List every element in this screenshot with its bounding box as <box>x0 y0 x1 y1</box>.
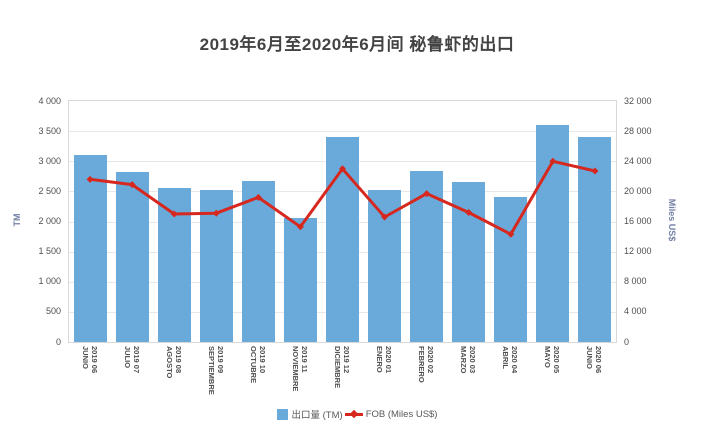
fob-point-2019-09 <box>212 209 220 217</box>
x-label-period: 2020 02 <box>426 346 436 374</box>
x-label-month: OCTUBRE <box>249 346 259 384</box>
left-axis-tick-label: 4 000 <box>38 95 61 106</box>
x-label-period: 2019 06 <box>89 346 99 374</box>
left-axis-tick-label: 2 500 <box>38 185 61 196</box>
bar-2019-07 <box>115 171 149 342</box>
x-label-period: 2019 08 <box>173 346 183 374</box>
bar-2019-06 <box>73 155 107 342</box>
fob-point-2020-06 <box>591 167 599 175</box>
x-axis-labels: 2019 06 JUNIO 2019 07 JULIO 2019 08 AGOSTO 201… <box>68 346 615 410</box>
line-series <box>86 157 599 238</box>
left-axis-tick-label: 1 000 <box>38 276 61 287</box>
left-axis-tick-label: 0 <box>55 336 61 347</box>
fob-point-2019-07 <box>128 181 136 189</box>
x-label-month: AGOSTO <box>165 346 175 379</box>
right-axis-tick-label: 28 000 <box>624 125 652 136</box>
x-label-month: MARZO <box>459 346 469 374</box>
bar-2019-11 <box>283 217 317 342</box>
legend-line-marker-diamond <box>349 409 358 419</box>
x-axis-label-2020-04: 2020 04 ABRIL <box>501 346 520 374</box>
right-axis-tick-label: 20 000 <box>624 185 652 196</box>
fob-point-2020-03 <box>465 208 473 216</box>
right-axis-tick-label: 0 <box>624 336 630 347</box>
bar-2019-10 <box>241 180 275 342</box>
x-label-month: ENERO <box>375 346 385 373</box>
right-axis-tick-label: 8 000 <box>624 276 647 287</box>
x-label-period: 2020 03 <box>468 346 478 374</box>
x-label-period: 2020 01 <box>384 346 394 374</box>
x-axis-label-2019-07: 2019 07 JULIO <box>123 346 141 374</box>
fob-point-2019-08 <box>170 210 178 218</box>
x-axis-label-2019-12: 2019 12 DICIEMBRE <box>333 346 352 389</box>
plot-area <box>68 100 617 343</box>
x-label-period: 2020 05 <box>552 346 562 374</box>
x-axis-label-2019-11: 2019 11 NOVIEMBRE <box>291 346 309 392</box>
x-label-period: 2019 12 <box>342 346 351 374</box>
right-axis-tick-label: 16 000 <box>624 216 652 226</box>
x-label-period: 2020 06 <box>594 346 604 374</box>
x-label-period: 2019 09 <box>215 346 225 374</box>
left-axis-tick-label: 500 <box>45 306 61 317</box>
bar-2020-04 <box>494 197 528 342</box>
fob-point-2019-12 <box>339 165 346 173</box>
left-axis-tick-label: 1 500 <box>38 246 61 257</box>
right-axis-tick-label: 24 000 <box>624 155 652 166</box>
left-axis-tick-label: 2 000 <box>38 216 61 226</box>
fob-point-2020-02 <box>423 190 431 198</box>
x-label-period: 2019 10 <box>257 346 267 374</box>
chart-title: 2019年6月至2020年6月间 秘鲁虾的出口 <box>199 35 515 54</box>
right-axis-tick-label: 32 000 <box>624 95 652 106</box>
right-axis-tick-label: 12 000 <box>624 246 652 257</box>
x-axis-label-2020-06: 2020 06 JUNIO <box>585 346 604 374</box>
x-label-month: SEPTIEMBRE <box>207 346 217 395</box>
x-label-period: 2019 11 <box>299 346 309 373</box>
x-axis-label-2019-09: 2019 09 SEPTIEMBRE <box>207 346 225 395</box>
gridline <box>69 131 616 133</box>
x-label-period: 2019 07 <box>131 346 141 374</box>
legend-line-marker <box>344 409 363 420</box>
left-axis-tick-label: 3 500 <box>38 125 61 136</box>
right-axis-tick-label: 4 000 <box>624 306 647 317</box>
left-axis-tick-label: 3 000 <box>38 155 61 166</box>
legend-line-label: FOB (Miles US$) <box>365 408 438 420</box>
fob-point-2019-11 <box>296 223 304 231</box>
fob-point-2019-06 <box>86 175 94 183</box>
right-axis-title: Miles US$ <box>667 198 677 242</box>
x-label-month: JULIO <box>123 346 133 369</box>
x-axis-label-2019-06: 2019 06 JUNIO <box>81 346 99 374</box>
x-axis-label-2020-03: 2020 03 MARZO <box>459 346 478 374</box>
fob-point-2020-05 <box>549 157 557 165</box>
x-label-month: FEBRERO <box>417 346 427 383</box>
x-label-month: NOVIEMBRE <box>291 346 301 392</box>
x-label-month: JUNIO <box>81 346 91 369</box>
x-label-month: DICIEMBRE <box>333 346 343 389</box>
fob-point-2020-04 <box>507 230 515 238</box>
legend-bar-label: 出口量 (TM) <box>291 410 343 421</box>
legend-bar-swatch <box>276 408 288 420</box>
x-axis-label-2020-02: 2020 02 FEBRERO <box>417 346 436 383</box>
x-label-period: 2020 04 <box>510 346 520 374</box>
x-axis-label-2019-08: 2019 08 AGOSTO <box>165 346 183 379</box>
x-axis-label-2019-10: 2019 10 OCTUBRE <box>249 346 267 384</box>
fob-point-2019-10 <box>254 193 262 201</box>
x-axis-label-2020-01: 2020 01 ENERO <box>375 346 394 374</box>
legend: 出口量 (TM) FOB (Miles US$) <box>0 406 714 422</box>
fob-point-2020-01 <box>381 213 389 221</box>
x-axis-label-2020-05: 2020 05 MAYO <box>543 346 562 374</box>
